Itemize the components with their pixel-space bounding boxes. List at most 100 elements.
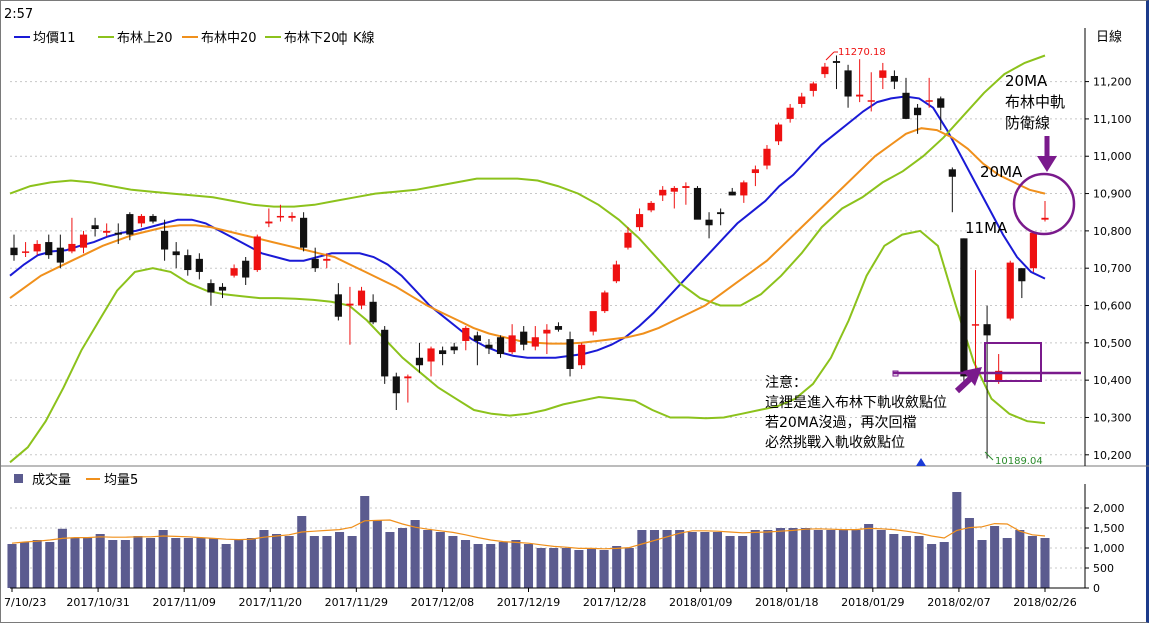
note-title: 注意： xyxy=(765,374,807,391)
volume-bar xyxy=(171,538,181,588)
volume-bar xyxy=(335,532,345,588)
x-tick-label: 2017/11/09 xyxy=(152,596,215,609)
note-line1: 這裡是進入布林下軌收斂點位 xyxy=(765,395,947,411)
candle-body xyxy=(392,376,400,394)
candle-body xyxy=(635,214,644,228)
candle-body xyxy=(300,217,308,248)
price-tick-label: 10,400 xyxy=(1093,374,1132,387)
candle-body xyxy=(844,70,852,97)
candle-body xyxy=(230,268,238,276)
volume-tick-label: 500 xyxy=(1093,562,1114,575)
volume-bar xyxy=(20,542,30,588)
candle-body xyxy=(670,187,678,192)
candle-body xyxy=(809,83,817,91)
volume-bar xyxy=(536,548,546,588)
candle-body xyxy=(473,335,481,341)
volume-bar xyxy=(612,546,622,588)
candle-body xyxy=(751,169,759,174)
price-tick-label: 11,200 xyxy=(1093,76,1132,89)
price-tick-label: 10,200 xyxy=(1093,449,1132,462)
high-marker: 11270.18 xyxy=(825,47,886,61)
volume-bar xyxy=(952,492,962,588)
support-marker xyxy=(892,342,1081,382)
volume-bar xyxy=(183,538,193,588)
candle-body xyxy=(103,230,111,233)
volume-bar xyxy=(838,530,848,588)
legend-boll-lower: 布林下20 xyxy=(284,31,340,46)
candle-body xyxy=(832,61,841,63)
candle-body xyxy=(114,232,122,235)
candle-body xyxy=(612,264,620,282)
x-tick-label: 2018/01/29 xyxy=(841,596,904,609)
volume-bar xyxy=(712,532,722,588)
volume-bar xyxy=(423,530,433,588)
volume-bar xyxy=(83,538,93,588)
candle-body xyxy=(705,219,713,226)
candle-body xyxy=(415,357,424,366)
volume-bar xyxy=(498,542,508,588)
candle-body xyxy=(728,191,736,196)
x-tick-label: 2017/11/20 xyxy=(239,596,302,609)
volume-bar xyxy=(347,536,357,588)
volume-bar xyxy=(939,542,949,588)
volume-bar xyxy=(158,530,168,588)
volume-bar xyxy=(146,538,156,588)
volume-bar xyxy=(624,548,634,588)
volume-bar xyxy=(410,520,420,588)
price-tick-label: 10,600 xyxy=(1093,300,1132,313)
candle-body xyxy=(856,94,864,97)
candle-body xyxy=(693,187,702,220)
candle-body xyxy=(763,148,771,166)
current-marker-icon xyxy=(916,458,926,466)
volume-bar xyxy=(977,540,987,588)
volume-bar xyxy=(322,536,332,588)
ma20-label: 20MA xyxy=(980,163,1023,181)
volume-bar xyxy=(561,548,571,588)
volume-bar xyxy=(876,530,886,588)
volume-bar xyxy=(662,530,672,588)
candle-body xyxy=(68,243,76,252)
candle-body xyxy=(149,215,157,222)
x-tick-label: 2018/01/09 xyxy=(669,596,732,609)
volume-bar xyxy=(448,536,458,588)
candle-body xyxy=(462,327,470,341)
ma11-label: 11MA xyxy=(965,219,1008,237)
x-tick-label: 2017/12/28 xyxy=(583,596,646,609)
volume-bar xyxy=(435,532,445,588)
candle-body xyxy=(554,326,563,330)
legend-ma11: 均價11 xyxy=(33,31,76,46)
candle-body xyxy=(983,324,991,336)
candle-body xyxy=(126,214,134,235)
volume-bar xyxy=(120,540,130,588)
volume-tick-label: 1,000 xyxy=(1093,542,1125,555)
volume-bar xyxy=(45,542,55,588)
candle-body xyxy=(253,236,261,271)
down-arrow-icon xyxy=(1037,136,1057,172)
price-legend: 均價11 布林上20 布林中20 布林下20 K線 xyxy=(14,30,375,46)
volume-bar xyxy=(1015,530,1025,588)
candle-body xyxy=(21,251,30,253)
candle-body xyxy=(288,215,296,218)
x-tick-label: 2017/12/08 xyxy=(411,596,474,609)
price-tick-label: 10,900 xyxy=(1093,188,1132,201)
candle-body xyxy=(311,258,319,269)
volume-bar xyxy=(7,544,17,588)
volume-bar xyxy=(599,550,609,588)
volume-bar xyxy=(700,532,710,588)
candle-body xyxy=(995,370,1003,383)
volume-bar xyxy=(259,530,269,588)
candle-body xyxy=(404,376,412,379)
boll-mid-line xyxy=(9,127,1046,345)
volume-bar xyxy=(725,536,735,588)
candle-body xyxy=(45,242,53,256)
boll-lower-line xyxy=(9,229,1046,464)
candle-body xyxy=(543,329,551,334)
volume-tick-label: 1,500 xyxy=(1093,522,1125,535)
volume-bar xyxy=(901,536,911,588)
volume-bar xyxy=(801,528,811,588)
volume-bar xyxy=(788,528,798,588)
candle-body xyxy=(682,186,690,188)
candle-body xyxy=(346,303,354,306)
candle-body xyxy=(821,66,829,75)
x-tick-label: 2017/11/29 xyxy=(325,596,388,609)
